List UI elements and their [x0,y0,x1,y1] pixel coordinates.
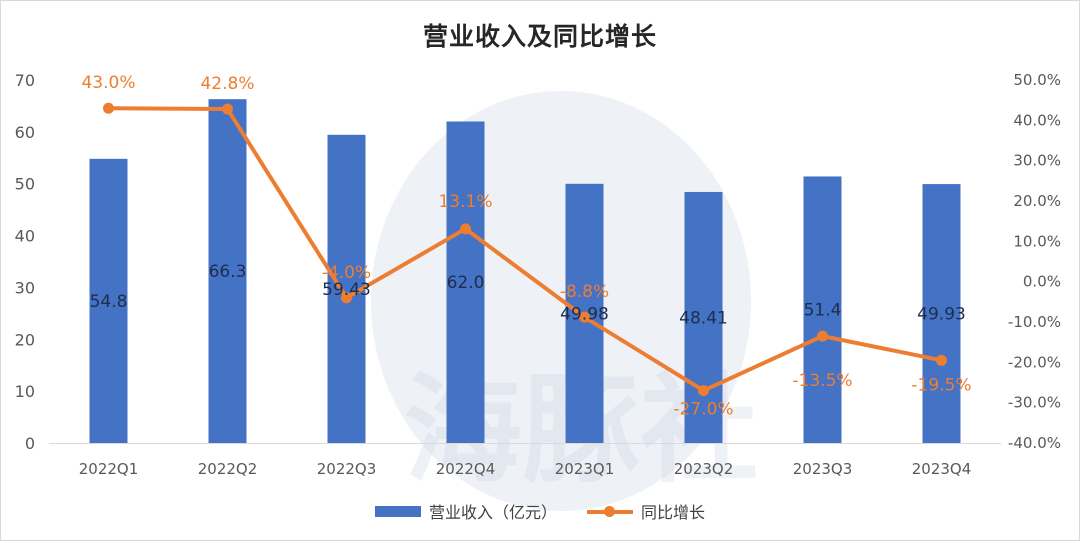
x-tick-label: 2023Q2 [674,460,734,478]
y-left-tick-label: 0 [25,434,35,453]
legend-item-growth: 同比增长 [587,499,705,523]
growth-data-label: -19.5% [911,375,971,395]
x-tick-label: 2022Q3 [317,460,377,478]
x-tick-label: 2023Q3 [793,460,853,478]
revenue-data-label: 54.8 [90,292,128,312]
y-right-tick-label: 50.0% [1013,71,1061,89]
revenue-data-label: 49.93 [917,305,966,325]
revenue-bar [208,99,247,444]
growth-point [817,330,828,342]
y-right-tick-label: -20.0% [1008,353,1061,371]
y-left-tick-label: 70 [15,71,35,90]
growth-point [460,223,471,235]
growth-data-label: 43.0% [81,73,135,93]
y-right-tick-label: 0.0% [1023,273,1061,291]
growth-line [108,106,942,393]
legend: 营业收入（亿元） 同比增长 [1,499,1079,523]
y-left-tick-label: 40 [15,227,35,246]
growth-data-label: -8.8% [560,282,609,302]
legend-item-revenue: 营业收入（亿元） [374,499,557,523]
revenue-data-label: 66.3 [209,262,247,282]
revenue-data-label: 51.4 [804,301,842,321]
revenue-data-label: 48.41 [679,308,728,328]
y-left-tick-label: 30 [15,278,35,297]
growth-point [579,311,590,323]
x-tick-label: 2022Q4 [436,460,496,478]
y-right-tick-label: -30.0% [1008,394,1061,412]
revenue-bar [446,121,485,443]
revenue-bar [684,191,723,443]
y-left-tick-label: 20 [15,330,35,349]
revenue-bar [922,184,961,444]
y-right-tick-label: 20.0% [1013,192,1061,210]
revenue-data-label: 59.43 [322,280,371,300]
chart-title: 营业收入及同比增长 [422,22,657,51]
y-left-tick-label: 10 [15,382,35,401]
x-tick-label: 2023Q1 [555,460,615,478]
legend-line-swatch [587,505,633,517]
growth-data-label: -27.0% [673,400,733,420]
revenue-bar [803,176,842,443]
y-left-tick-label: 60 [15,123,35,142]
y-right-tick-label: 10.0% [1013,232,1061,250]
legend-label-revenue: 营业收入（亿元） [428,503,557,522]
legend-label-growth: 同比增长 [641,503,706,522]
growth-point [103,102,114,114]
revenue-data-label: 49.98 [560,304,609,324]
growth-data-label: 13.1% [438,192,492,212]
y-right-tick-label: 40.0% [1013,111,1061,129]
y-right-tick-label: -40.0% [1008,434,1061,452]
x-tick-label: 2022Q1 [79,460,139,478]
y-right-tick-label: 30.0% [1013,152,1061,170]
x-tick-label: 2023Q4 [912,460,972,478]
revenue-data-label: 62.0 [447,273,485,293]
y-left-tick-label: 50 [15,175,35,194]
y-right-tick-label: -10.0% [1008,313,1061,331]
growth-data-label: -13.5% [792,371,852,391]
growth-point [341,292,352,304]
growth-point [698,385,709,397]
revenue-bar [89,158,128,443]
growth-point [936,354,947,366]
growth-point [222,103,233,115]
growth-data-label: -4.0% [322,263,371,283]
x-tick-label: 2022Q2 [198,460,258,478]
growth-data-label: 42.8% [200,74,254,94]
legend-bar-swatch [374,505,421,517]
